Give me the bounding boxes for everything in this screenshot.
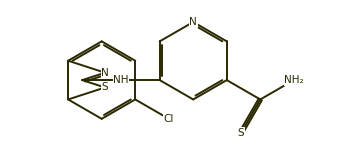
Text: N: N xyxy=(101,68,109,78)
Text: S: S xyxy=(102,82,108,93)
Text: S: S xyxy=(237,128,244,138)
Text: Cl: Cl xyxy=(164,114,174,124)
Text: NH₂: NH₂ xyxy=(284,75,304,85)
Text: N: N xyxy=(189,17,197,27)
Text: NH: NH xyxy=(113,75,129,85)
